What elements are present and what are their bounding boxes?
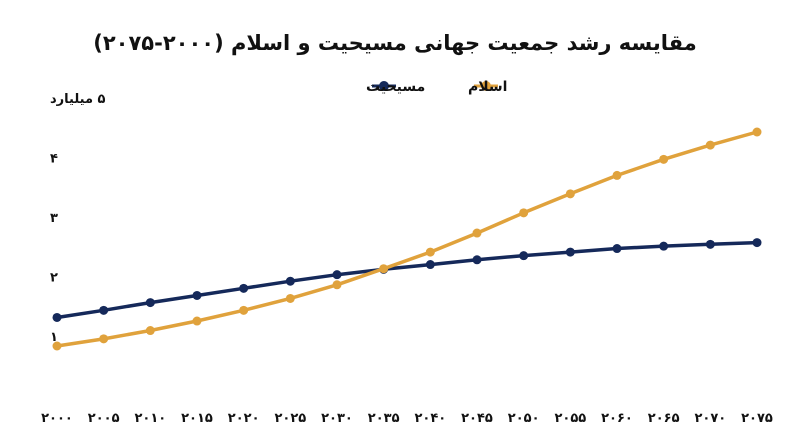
x-tick-label: ۲۰۷۵: [741, 411, 773, 426]
x-tick-label: ۲۰۶۰: [601, 411, 633, 426]
data-point: [519, 251, 529, 261]
data-point: [145, 326, 155, 336]
data-point: [192, 290, 202, 300]
chart-title: مقایسه رشد جمعیت جهانی مسیحیت و اسلام (۲…: [93, 31, 697, 55]
data-point: [99, 305, 109, 315]
data-point: [379, 264, 389, 274]
data-point: [332, 280, 342, 290]
legend-marker: [379, 81, 389, 91]
data-point: [145, 298, 155, 308]
x-tick-label: ۲۰۰۰: [41, 411, 73, 426]
x-tick-label: ۲۰۳۵: [368, 411, 400, 426]
data-point: [472, 255, 482, 265]
data-point: [705, 140, 715, 150]
data-point: [612, 244, 622, 254]
legend-item: اسلام: [468, 79, 507, 95]
data-point: [285, 293, 295, 303]
data-point: [472, 228, 482, 238]
data-point: [425, 247, 435, 257]
data-point: [752, 127, 762, 137]
data-point: [565, 247, 575, 257]
x-tick-label: ۲۰۳۰: [321, 411, 353, 426]
y-tick-label: ۳: [50, 211, 58, 226]
data-point: [705, 239, 715, 249]
data-point: [519, 208, 529, 218]
x-tick-label: ۲۰۱۰: [134, 411, 166, 426]
data-point: [285, 276, 295, 286]
y-tick-label: ۴: [50, 152, 58, 167]
x-tick-label: ۲۰۰۵: [88, 411, 120, 426]
x-tick-label: ۲۰۷۰: [694, 411, 726, 426]
y-tick-label: ۲: [50, 271, 58, 286]
data-point: [99, 334, 109, 344]
x-tick-label: ۲۰۱۵: [181, 411, 213, 426]
series-line: [55, 240, 759, 320]
data-point: [659, 154, 669, 164]
y-tick-label: ۵ میلیارد: [50, 92, 106, 107]
x-tick-label: ۲۰۴۵: [461, 411, 493, 426]
x-tick-label: ۲۰۶۵: [648, 411, 680, 426]
data-point: [752, 238, 762, 248]
legend-marker: [481, 81, 491, 91]
data-point: [612, 170, 622, 180]
series-0: [52, 238, 762, 322]
series-1: [52, 127, 762, 351]
x-axis: ۲۰۰۰ ۲۰۰۵ ۲۰۱۰ ۲۰۱۵ ۲۰۲۰ ۲۰۲۵ ۲۰۳۰ ۲۰۳۵ ۲۰۴۰ ۲۰۴۵…: [41, 411, 773, 426]
y-axis: ۱ ۲ ۳ ۴ ۵ میلیارد: [50, 92, 106, 345]
legend-item: مسیحیت: [366, 79, 425, 95]
data-point: [52, 312, 62, 322]
legend: مسیحیت اسلام: [366, 79, 507, 95]
x-tick-label: ۲۰۲۵: [274, 411, 306, 426]
data-point: [565, 189, 575, 199]
data-point: [192, 316, 202, 326]
data-point: [425, 260, 435, 270]
data-point: [239, 283, 249, 293]
data-point: [659, 241, 669, 251]
legend-label: اسلام: [468, 79, 507, 95]
y-tick-label: ۱: [50, 330, 58, 345]
x-tick-label: ۲۰۵۵: [554, 411, 586, 426]
data-point: [332, 270, 342, 280]
series-line: [55, 130, 759, 348]
data-point: [52, 341, 62, 351]
series-layer: [52, 127, 762, 351]
x-tick-label: ۲۰۲۰: [228, 411, 260, 426]
legend-label: مسیحیت: [366, 79, 425, 95]
x-tick-label: ۲۰۴۰: [414, 411, 446, 426]
data-point: [239, 305, 249, 315]
x-tick-label: ۲۰۵۰: [508, 411, 540, 426]
